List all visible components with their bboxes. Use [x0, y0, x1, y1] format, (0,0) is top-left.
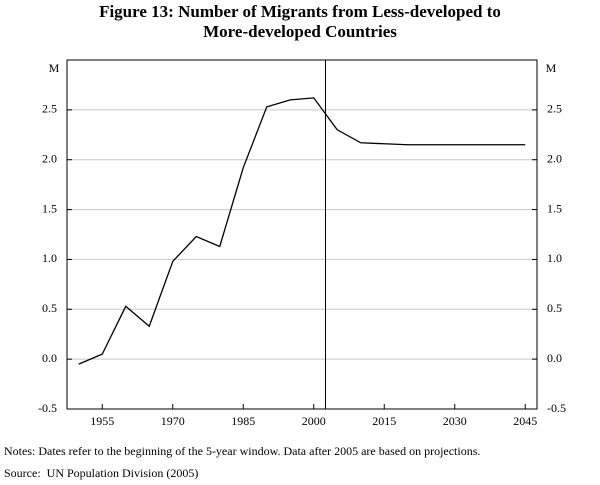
line — [78, 97, 526, 365]
x-tick-label: 1955 — [90, 414, 114, 428]
y-tick-label: 1.0 — [42, 251, 57, 265]
y2-tick-label: 0.0 — [547, 351, 562, 365]
y2-tick-label: -0.5 — [547, 401, 566, 415]
notes: Notes: Dates refer to the beginning of t… — [4, 444, 480, 458]
x-tick-label: 2015 — [372, 414, 396, 428]
y-tick-label: 0.5 — [42, 301, 57, 315]
x-tick-label: 1985 — [231, 414, 255, 428]
x-tick-label: 1970 — [161, 414, 185, 428]
y-tick-label: 0.0 — [42, 351, 57, 365]
y2-tick-label: 1.0 — [547, 251, 562, 265]
x-tick-label: 2030 — [443, 414, 467, 428]
y2-tick-label: 0.5 — [547, 301, 562, 315]
y-unit-left: M — [49, 61, 60, 75]
chart-title: Figure 13: Number of Migrants from Less-… — [99, 2, 501, 21]
y-tick-label: 2.5 — [42, 102, 57, 116]
y-tick-label: -0.5 — [38, 401, 57, 415]
chart-subtitle: More-developed Countries — [203, 22, 397, 41]
y2-tick-label: 2.5 — [547, 102, 562, 116]
source: Source: UN Population Division (2005) — [4, 466, 198, 480]
plot-frame — [66, 59, 538, 410]
y-tick-label: 2.0 — [42, 151, 57, 165]
y2-tick-label: 1.5 — [547, 201, 562, 215]
y-tick-label: 1.5 — [42, 201, 57, 215]
x-tick-label: 2045 — [513, 414, 537, 428]
x-tick-label: 2000 — [302, 414, 326, 428]
y2-tick-label: 2.0 — [547, 151, 562, 165]
y-unit-right: M — [546, 61, 557, 75]
